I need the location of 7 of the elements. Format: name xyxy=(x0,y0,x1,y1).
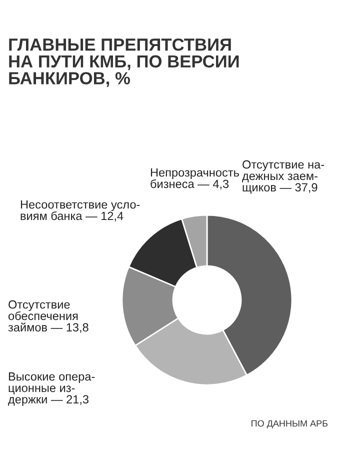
slice-label: Отсутствие на- дежных заем- щиков — 37,9 xyxy=(242,160,324,194)
slice-label: Высокие опера- ционные из- держки — 21,3 xyxy=(8,372,95,406)
slice-label: Несоответствие усло- виям банка — 12,4 xyxy=(20,200,140,222)
slice-label: Непрозрачность бизнеса — 4,3 xyxy=(150,168,239,190)
slice-label: Отсутствие обеспечения займов — 13,8 xyxy=(8,300,88,333)
text: ПО ДАННЫМ АРБ xyxy=(252,420,328,428)
chart-title: ГЛАВНЫЕ ПРЕПЯТСТВИЯ НА ПУТИ КМБ, ПО ВЕРСИИ БАНКИРОВ, % xyxy=(9,38,239,87)
